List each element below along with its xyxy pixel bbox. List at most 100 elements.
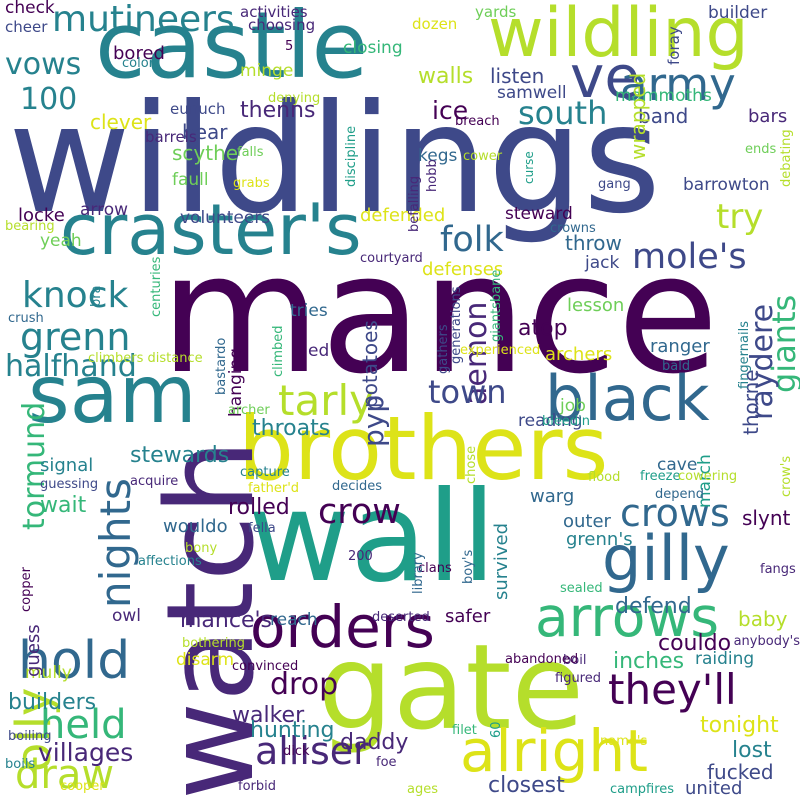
word-crowns: crowns bbox=[550, 221, 596, 236]
word-grenn: grenn bbox=[20, 315, 131, 359]
word-hold: hold bbox=[18, 631, 131, 691]
word-check: check bbox=[5, 0, 55, 18]
word-centuries: centuries bbox=[149, 256, 164, 317]
word-folk: folk bbox=[440, 220, 504, 260]
word-boy-s: boy's bbox=[461, 549, 476, 584]
word-wouldo: wouldo bbox=[163, 516, 228, 537]
word-rolled: rolled bbox=[228, 495, 290, 520]
word-crow: crow bbox=[318, 492, 401, 532]
word-dick: dick bbox=[283, 744, 310, 759]
word-color: color bbox=[122, 56, 155, 71]
word-grenn-s: grenn's bbox=[566, 529, 633, 550]
word-try: try bbox=[716, 197, 764, 237]
word-abandoned: abandoned bbox=[505, 652, 579, 667]
word-giantsbane: giantsbane bbox=[489, 269, 504, 342]
word-bearing: bearing bbox=[5, 219, 55, 234]
word-army: army bbox=[620, 58, 736, 111]
word-ages: ages bbox=[407, 782, 438, 797]
word-denying: denying bbox=[268, 91, 321, 106]
word-decides: decides bbox=[332, 479, 383, 494]
word-bastardo: bastardo bbox=[214, 337, 229, 395]
word-fucked: fucked bbox=[707, 760, 774, 784]
word-courtyard: courtyard bbox=[360, 251, 423, 266]
word-anybody-s: anybody's bbox=[733, 634, 800, 649]
word-ends: ends bbox=[745, 142, 777, 157]
word-campfires: campfires bbox=[610, 782, 675, 797]
word-stewards: stewards bbox=[130, 443, 230, 468]
word-vows: vows bbox=[5, 47, 82, 82]
word-eunuch: eunuch bbox=[170, 100, 226, 118]
word-guessing: guessing bbox=[40, 477, 99, 492]
word-tonight: tonight bbox=[700, 713, 779, 738]
word-wrapped: wrapped bbox=[626, 72, 650, 160]
word-foe: foe bbox=[376, 755, 397, 770]
word-bra: bra bbox=[89, 285, 104, 307]
word-steward: steward bbox=[505, 204, 573, 224]
word-filet: filet bbox=[452, 723, 477, 738]
word-yards: yards bbox=[475, 3, 517, 21]
word-signal: signal bbox=[40, 455, 94, 476]
word-volunteers: volunteers bbox=[180, 208, 271, 228]
word-minge: minge bbox=[240, 61, 294, 81]
word-freeze: freeze bbox=[640, 469, 681, 484]
word-castle: castle bbox=[95, 0, 369, 99]
word-crow-s: crow's bbox=[779, 455, 794, 497]
word-owl: owl bbox=[112, 606, 142, 626]
word-ed: ed bbox=[308, 341, 330, 361]
word-barrowton: barrowton bbox=[683, 175, 770, 195]
word-archers: archers bbox=[545, 344, 613, 365]
word-potatoes: potatoes bbox=[358, 320, 382, 408]
word-clever: clever bbox=[90, 110, 152, 134]
word-south: south bbox=[518, 94, 608, 132]
word-200: 200 bbox=[348, 549, 373, 564]
word-bored: bored bbox=[113, 43, 165, 64]
word-baby: baby bbox=[738, 607, 788, 631]
word-boiling: boiling bbox=[8, 729, 52, 744]
word-yeah: yeah bbox=[40, 231, 82, 251]
word-orders: orders bbox=[250, 593, 435, 661]
word-safer: safer bbox=[445, 606, 491, 627]
word-faull: faull bbox=[172, 170, 209, 190]
word-mance-s: mance's bbox=[180, 608, 272, 633]
word-bear: bear bbox=[182, 120, 228, 144]
word-affections: affections bbox=[138, 554, 202, 569]
word-choosing: choosing bbox=[248, 16, 316, 34]
word-town: town bbox=[428, 373, 507, 411]
word-debating: debating bbox=[779, 129, 794, 187]
word-walker: walker bbox=[232, 703, 305, 728]
word-depend: depend bbox=[655, 487, 704, 502]
word-copper: copper bbox=[19, 567, 34, 612]
word-outer: outer bbox=[563, 511, 611, 532]
word-experienced: experienced bbox=[460, 343, 541, 358]
word-cheer: cheer bbox=[5, 18, 48, 36]
word-tries: tries bbox=[290, 301, 328, 321]
word-warg: warg bbox=[530, 486, 575, 507]
word-throw: throw bbox=[565, 231, 622, 255]
word-cowering: cowering bbox=[678, 469, 738, 484]
word-bars: bars bbox=[748, 106, 788, 127]
word-hunting: hunting bbox=[250, 718, 335, 743]
word-daddy: daddy bbox=[340, 730, 409, 755]
word-bothering: bothering bbox=[182, 636, 245, 651]
word-fangs: fangs bbox=[760, 562, 796, 577]
word-mammoths: mammoths bbox=[615, 86, 712, 106]
word-arrow: arrow bbox=[80, 200, 129, 220]
word-black: black bbox=[545, 362, 710, 435]
word-foray: foray bbox=[665, 26, 683, 65]
word-fingernails: fingernails bbox=[737, 321, 752, 389]
word-couldo: couldo bbox=[658, 631, 732, 656]
word-villages: villages bbox=[38, 738, 134, 767]
word-cave: cave bbox=[657, 455, 698, 475]
word-wildling: wildling bbox=[488, 0, 749, 73]
word-alliser: alliser bbox=[255, 729, 369, 773]
word-united: united bbox=[685, 778, 743, 799]
word-alright: alright bbox=[460, 717, 648, 785]
word-atop: atop bbox=[518, 316, 568, 341]
word-wall: wall bbox=[248, 465, 497, 610]
word-barrels: barrels bbox=[145, 128, 197, 146]
word-flood: flood bbox=[588, 470, 621, 485]
word-slynt: slynt bbox=[742, 506, 791, 530]
word-raiding: raiding bbox=[695, 649, 755, 669]
word-crows: crows bbox=[620, 491, 730, 535]
